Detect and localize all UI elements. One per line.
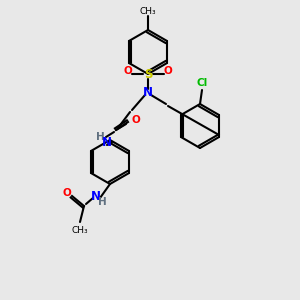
Text: N: N — [143, 85, 153, 98]
Text: N: N — [91, 190, 101, 202]
Text: CH₃: CH₃ — [140, 7, 156, 16]
Text: S: S — [144, 68, 152, 80]
Text: N: N — [102, 136, 112, 148]
Text: CH₃: CH₃ — [72, 226, 88, 235]
Text: Cl: Cl — [196, 78, 208, 88]
Text: O: O — [63, 188, 71, 198]
Text: O: O — [131, 115, 140, 125]
Text: O: O — [164, 66, 172, 76]
Text: H: H — [98, 197, 106, 207]
Text: O: O — [124, 66, 132, 76]
Text: H: H — [96, 132, 104, 142]
